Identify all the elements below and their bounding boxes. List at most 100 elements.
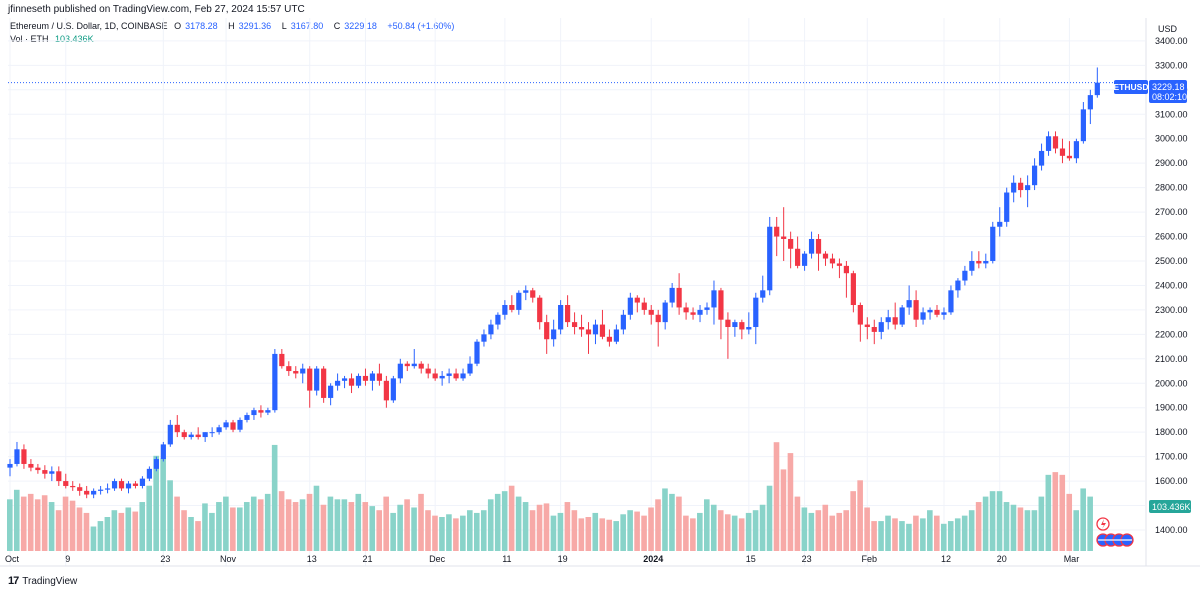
candle-body	[502, 305, 508, 315]
candle-body	[599, 324, 606, 337]
candle-body	[892, 317, 898, 325]
candle-body	[28, 463, 34, 468]
volume-label[interactable]: Vol · ETH	[10, 34, 49, 44]
volume-bar	[480, 510, 487, 551]
volume-bar	[780, 469, 787, 551]
volume-bar	[787, 453, 794, 551]
volume-bar	[250, 496, 257, 551]
volume-bar	[606, 519, 613, 551]
price-tick-label: 2700.00	[1155, 207, 1188, 217]
candle-body	[544, 322, 550, 340]
volume-tag-background	[1149, 500, 1191, 513]
volume-bar	[446, 514, 452, 551]
currency-label[interactable]: USD	[1158, 24, 1178, 34]
candle-body	[690, 312, 696, 315]
candle-body	[1031, 165, 1038, 186]
volume-bar	[139, 502, 146, 551]
candle-body	[488, 324, 494, 335]
time-tick-label: 15	[746, 554, 756, 564]
candle-body	[376, 373, 383, 381]
volume-bar	[146, 485, 152, 551]
symbol-price-tag: ETHUSD 3229.18 08:02:10	[1114, 80, 1187, 103]
volume-bar	[578, 518, 585, 551]
candle-body	[655, 314, 661, 323]
high-value: H 3291.36	[228, 21, 272, 31]
volume-bar	[724, 514, 731, 551]
candle-body	[1038, 150, 1045, 166]
volume-bar	[885, 515, 891, 551]
volume-bar	[41, 495, 48, 551]
candle-body	[648, 309, 654, 315]
volume-bar	[327, 496, 334, 551]
candle-body	[843, 265, 849, 274]
volume-bar	[27, 493, 34, 551]
candle-body	[258, 410, 264, 413]
volume-bar	[257, 499, 264, 551]
time-axis[interactable]: Oct 9 23 Nov 13 21 Dec 11 19 2024 15 23 Feb 12 20 Mar	[5, 554, 1079, 564]
volume-bar	[592, 512, 599, 551]
candle-body	[195, 434, 201, 438]
price-tick-label: 2600.00	[1155, 232, 1188, 242]
time-tick-label: 12	[941, 554, 951, 564]
volume-bar	[522, 502, 529, 551]
candle-body	[795, 248, 801, 266]
volume-bar	[320, 504, 327, 551]
volume-bar	[954, 518, 961, 551]
volume-bar	[536, 504, 543, 551]
volume-bar	[7, 499, 13, 551]
countdown-text: 08:02:10	[1152, 92, 1187, 102]
candle-body	[460, 373, 466, 379]
candle-body	[132, 483, 139, 486]
symbol-tag-text: ETHUSD	[1114, 82, 1149, 92]
candle-body	[153, 459, 159, 469]
candle-body	[718, 290, 724, 320]
volume-bar	[850, 491, 856, 551]
candle-body	[91, 490, 97, 495]
volume-bar	[871, 521, 877, 551]
volume-bar	[529, 510, 536, 551]
candle-body	[369, 373, 376, 381]
volume-bar	[940, 523, 947, 551]
volume-legend-row: Vol · ETH 103.436K	[10, 33, 458, 46]
candle-body	[84, 490, 90, 495]
volume-bar	[794, 496, 801, 551]
volume-bar	[543, 503, 550, 551]
price-tick-label: 2100.00	[1155, 354, 1188, 364]
time-tick-label: Mar	[1064, 554, 1080, 564]
volume-bar	[599, 518, 606, 551]
volume-bar	[648, 507, 654, 551]
candle-body	[397, 363, 403, 379]
candle-body	[418, 363, 424, 369]
volume-bar	[710, 504, 717, 551]
candle-body	[293, 371, 299, 374]
candle-body	[139, 478, 146, 486]
symbol-tag-background	[1114, 80, 1148, 94]
symbol-label[interactable]: Ethereum / U.S. Dollar, 1D, COINBASE	[10, 21, 168, 31]
candle-body	[955, 280, 961, 291]
candle-body	[683, 307, 689, 313]
volume-bar	[982, 496, 989, 551]
candle-body	[906, 300, 912, 308]
candle-body	[885, 317, 891, 323]
price-axis[interactable]: 1400.001500.001600.001700.001800.001900.…	[1155, 36, 1188, 535]
open-value: O 3178.28	[174, 21, 218, 31]
tradingview-logo[interactable]: 17 TradingView	[8, 575, 77, 587]
volume-bar	[355, 493, 362, 551]
volume-bar	[1010, 504, 1017, 551]
volume-bar	[230, 507, 236, 551]
price-tick-label: 1800.00	[1155, 427, 1188, 437]
candle-body	[202, 432, 208, 438]
volume-bar	[815, 510, 822, 551]
time-tick-label: 13	[307, 554, 317, 564]
grid-lines	[8, 18, 1145, 566]
events-cluster[interactable]	[1096, 517, 1134, 547]
volume-bar	[494, 493, 501, 551]
candle-body	[1018, 182, 1024, 191]
candle-body	[279, 353, 285, 367]
candle-body	[1087, 95, 1093, 110]
candlesticks	[7, 67, 1100, 499]
volume-bar	[418, 493, 424, 551]
time-tick-label: 23	[802, 554, 812, 564]
candle-body	[390, 378, 396, 401]
